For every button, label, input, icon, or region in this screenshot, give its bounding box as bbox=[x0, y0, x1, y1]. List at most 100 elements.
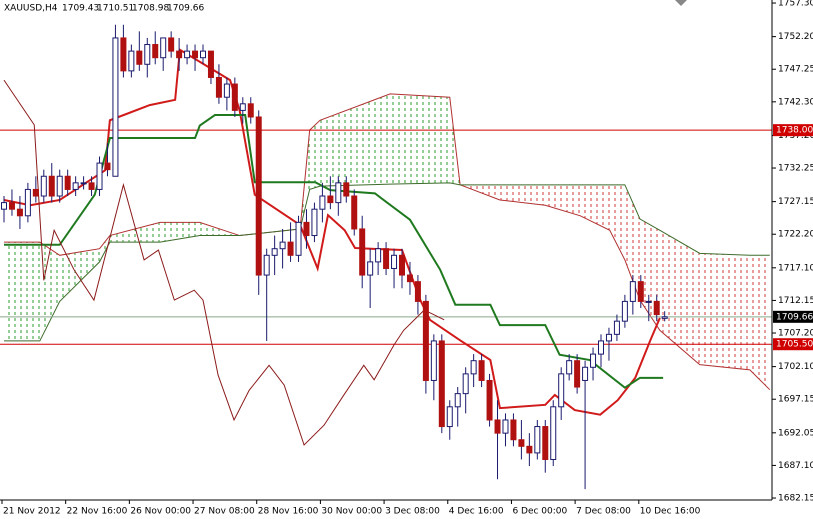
candle-body bbox=[184, 50, 191, 59]
y-tick-label: 1707.20 bbox=[778, 329, 813, 339]
candle-body bbox=[574, 360, 581, 388]
cloud-segment bbox=[609, 184, 625, 260]
candle-body bbox=[613, 320, 620, 335]
candle-body bbox=[335, 182, 342, 204]
y-tick-label: 1702.10 bbox=[778, 362, 813, 372]
price-label: 1738.00 bbox=[776, 126, 813, 136]
candle-body bbox=[176, 50, 183, 59]
header: XAUUSD,H4 1709.43 1710.51 1708.98 1709.6… bbox=[4, 4, 204, 14]
candle-body bbox=[56, 175, 63, 197]
candle-body bbox=[598, 340, 604, 355]
candle-body bbox=[645, 300, 652, 303]
candle-body bbox=[653, 300, 660, 316]
cloud-segment bbox=[749, 255, 770, 390]
cloud-segment bbox=[545, 184, 581, 216]
candle-body bbox=[494, 419, 501, 434]
candle-body bbox=[128, 50, 135, 72]
candle-body bbox=[510, 419, 517, 441]
x-tick-label: 4 Dec 16:00 bbox=[449, 507, 504, 517]
x-tick-label: 3 Dec 08:00 bbox=[385, 507, 440, 517]
candle-body bbox=[621, 300, 628, 322]
candle-body bbox=[438, 340, 445, 428]
candle-body bbox=[80, 182, 87, 185]
symbol: XAUUSD,H4 bbox=[4, 4, 58, 14]
candle-body bbox=[168, 37, 175, 52]
candle-body bbox=[239, 103, 246, 111]
x-tick-label: 7 Dec 08:00 bbox=[576, 507, 631, 517]
candle-body bbox=[367, 261, 374, 276]
cloud-segment bbox=[309, 120, 321, 190]
candle-body bbox=[430, 340, 437, 381]
candle-body bbox=[8, 202, 15, 210]
indicator-line bbox=[3, 79, 445, 446]
candle-body bbox=[72, 182, 79, 190]
candle-body bbox=[478, 360, 485, 381]
candle-body bbox=[558, 373, 565, 408]
candle-body bbox=[486, 379, 493, 421]
price-label: 1705.50 bbox=[776, 340, 813, 350]
price-label-box bbox=[773, 124, 813, 137]
cloud-segment bbox=[320, 93, 391, 187]
x-tick-label: 6 Dec 00:00 bbox=[512, 507, 567, 517]
candle-body bbox=[160, 37, 167, 59]
candle-body bbox=[351, 195, 358, 230]
candle-body bbox=[391, 254, 398, 269]
scroll-marker bbox=[675, 0, 687, 6]
candle-body bbox=[223, 83, 230, 98]
x-tick-label: 27 Nov 08:00 bbox=[194, 507, 255, 517]
candle-body bbox=[287, 241, 294, 256]
indicator-line bbox=[3, 48, 661, 416]
levels bbox=[0, 129, 772, 345]
candle-body bbox=[470, 360, 477, 375]
x-tick-label: 28 Nov 16:00 bbox=[258, 507, 319, 517]
candle-body bbox=[231, 83, 238, 111]
candle-body bbox=[502, 419, 509, 434]
candle-body bbox=[311, 208, 318, 237]
price-label: 1709.66 bbox=[776, 312, 813, 322]
candle-body bbox=[446, 406, 453, 428]
candle-body bbox=[605, 333, 612, 342]
y-tick-label: 1757.30 bbox=[778, 0, 813, 9]
x-tick-label: 10 Dec 16:00 bbox=[640, 507, 701, 517]
candle-body bbox=[32, 188, 39, 197]
candle-body bbox=[526, 445, 533, 454]
indicator-line bbox=[4, 114, 664, 389]
candle-body bbox=[661, 316, 668, 319]
cloud-span-a bbox=[4, 93, 771, 391]
y-tick-label: 1752.20 bbox=[778, 32, 813, 42]
y-tick-label: 1712.15 bbox=[778, 296, 813, 306]
x-tick-label: 22 Nov 16:00 bbox=[67, 507, 128, 517]
candle-body bbox=[534, 426, 541, 454]
candle-body bbox=[399, 254, 405, 276]
candle-body bbox=[24, 188, 31, 217]
candle-body bbox=[295, 221, 302, 256]
candle-body bbox=[192, 50, 199, 59]
candle-body bbox=[327, 195, 334, 204]
last-low: 1708.98 bbox=[132, 4, 169, 14]
candle-body bbox=[303, 221, 310, 237]
candle-body bbox=[414, 281, 421, 302]
cloud bbox=[4, 93, 771, 391]
x-tick-label: 26 Nov 00:00 bbox=[130, 507, 191, 517]
x-tick-label: 30 Nov 00:00 bbox=[321, 507, 382, 517]
candle-body bbox=[144, 44, 151, 65]
candle-body bbox=[629, 281, 636, 302]
candle-body bbox=[112, 37, 119, 177]
candle-body bbox=[542, 426, 549, 460]
candle-body bbox=[422, 300, 429, 381]
indicator-lines bbox=[3, 48, 664, 446]
candle-body bbox=[582, 366, 589, 381]
candle-body bbox=[263, 254, 270, 276]
candle-body bbox=[255, 116, 262, 276]
y-tick-label: 1722.20 bbox=[778, 230, 813, 240]
candle-body bbox=[375, 248, 382, 263]
cloud-segment bbox=[499, 184, 546, 206]
y-tick-label: 1682.15 bbox=[778, 494, 813, 504]
last-open: 1709.43 bbox=[62, 4, 99, 14]
candle-body bbox=[271, 248, 278, 256]
candle-body bbox=[462, 373, 469, 395]
candle-body bbox=[120, 37, 127, 72]
candle-body bbox=[279, 241, 286, 250]
candle-body bbox=[518, 439, 525, 447]
